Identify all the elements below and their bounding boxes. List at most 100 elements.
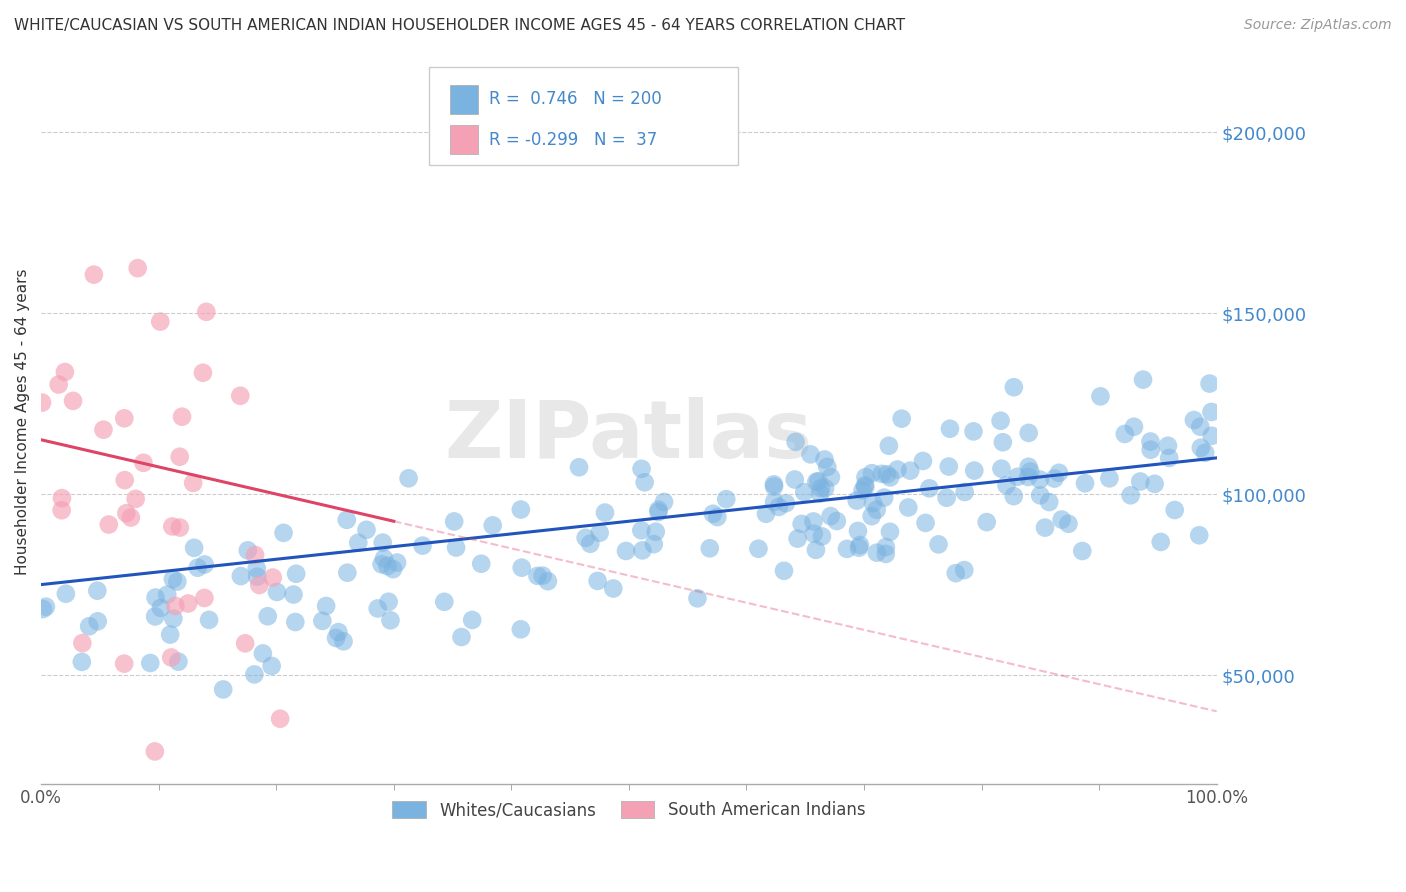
Point — [1132, 373, 1154, 387]
Point — [602, 582, 624, 596]
Point — [1157, 439, 1180, 453]
Point — [938, 459, 960, 474]
Point — [877, 439, 900, 453]
Legend: Whites/Caucasians, South American Indians: Whites/Caucasians, South American Indian… — [385, 795, 872, 826]
Point — [336, 566, 359, 580]
Point — [875, 547, 897, 561]
Point — [811, 529, 834, 543]
Point — [804, 542, 827, 557]
Point — [1018, 459, 1040, 474]
Point — [716, 492, 738, 507]
Point — [181, 475, 204, 490]
Point — [509, 622, 531, 636]
Point — [820, 509, 842, 524]
Point — [120, 510, 142, 524]
Point — [835, 541, 858, 556]
Point — [813, 452, 835, 467]
Point — [450, 630, 472, 644]
Point — [1194, 446, 1216, 460]
Point — [866, 546, 889, 560]
Point — [1123, 419, 1146, 434]
Point — [143, 744, 166, 758]
Point — [377, 595, 399, 609]
Point — [845, 493, 868, 508]
Point — [911, 454, 934, 468]
Point — [879, 524, 901, 539]
Point — [373, 551, 395, 566]
Point — [86, 615, 108, 629]
Point — [898, 464, 921, 478]
Point — [775, 496, 797, 510]
Point — [768, 500, 790, 514]
Point — [806, 475, 828, 489]
Text: R =  0.746   N = 200: R = 0.746 N = 200 — [489, 90, 662, 109]
Point — [1002, 489, 1025, 503]
Point — [1090, 389, 1112, 403]
Point — [112, 411, 135, 425]
Point — [325, 631, 347, 645]
Point — [815, 459, 838, 474]
Point — [236, 543, 259, 558]
Point — [162, 519, 184, 533]
Point — [233, 636, 256, 650]
Point — [262, 570, 284, 584]
Point — [586, 574, 609, 588]
Point — [162, 572, 184, 586]
Point — [112, 657, 135, 671]
Point — [808, 486, 831, 500]
Point — [167, 655, 190, 669]
Point — [191, 366, 214, 380]
Point — [820, 470, 842, 484]
Point — [156, 588, 179, 602]
Point — [1201, 429, 1223, 443]
Point — [83, 268, 105, 282]
Point — [1114, 427, 1136, 442]
Point — [284, 615, 307, 629]
Point — [575, 531, 598, 545]
Point — [48, 377, 70, 392]
Point — [990, 414, 1012, 428]
Point — [699, 541, 721, 556]
Point — [243, 667, 266, 681]
Point — [145, 591, 167, 605]
Point — [1029, 473, 1052, 487]
Point — [652, 495, 675, 509]
Point — [1182, 413, 1205, 427]
Point — [124, 491, 146, 506]
Point — [631, 543, 654, 558]
Point — [169, 450, 191, 464]
Point — [1129, 475, 1152, 489]
Point — [398, 471, 420, 485]
Point — [377, 559, 399, 574]
Point — [953, 485, 976, 500]
Point — [1150, 535, 1173, 549]
Point — [860, 466, 883, 480]
Point — [195, 305, 218, 319]
Point — [976, 515, 998, 529]
Point — [1007, 470, 1029, 484]
Point — [647, 505, 669, 519]
Point — [886, 462, 908, 476]
Point — [62, 393, 84, 408]
Point — [846, 524, 869, 538]
Point — [860, 509, 883, 524]
Point — [510, 560, 533, 574]
Point — [139, 656, 162, 670]
Point — [165, 599, 187, 613]
Point — [194, 558, 217, 572]
Point — [55, 587, 77, 601]
Point — [783, 473, 806, 487]
Point — [873, 491, 896, 505]
Point — [283, 588, 305, 602]
Point — [1119, 488, 1142, 502]
Point — [35, 599, 58, 614]
Point — [97, 517, 120, 532]
Point — [160, 650, 183, 665]
Point — [311, 614, 333, 628]
Point — [803, 515, 825, 529]
Point — [526, 569, 548, 583]
Point — [132, 456, 155, 470]
Point — [1002, 380, 1025, 394]
Point — [928, 537, 950, 551]
Point — [162, 612, 184, 626]
